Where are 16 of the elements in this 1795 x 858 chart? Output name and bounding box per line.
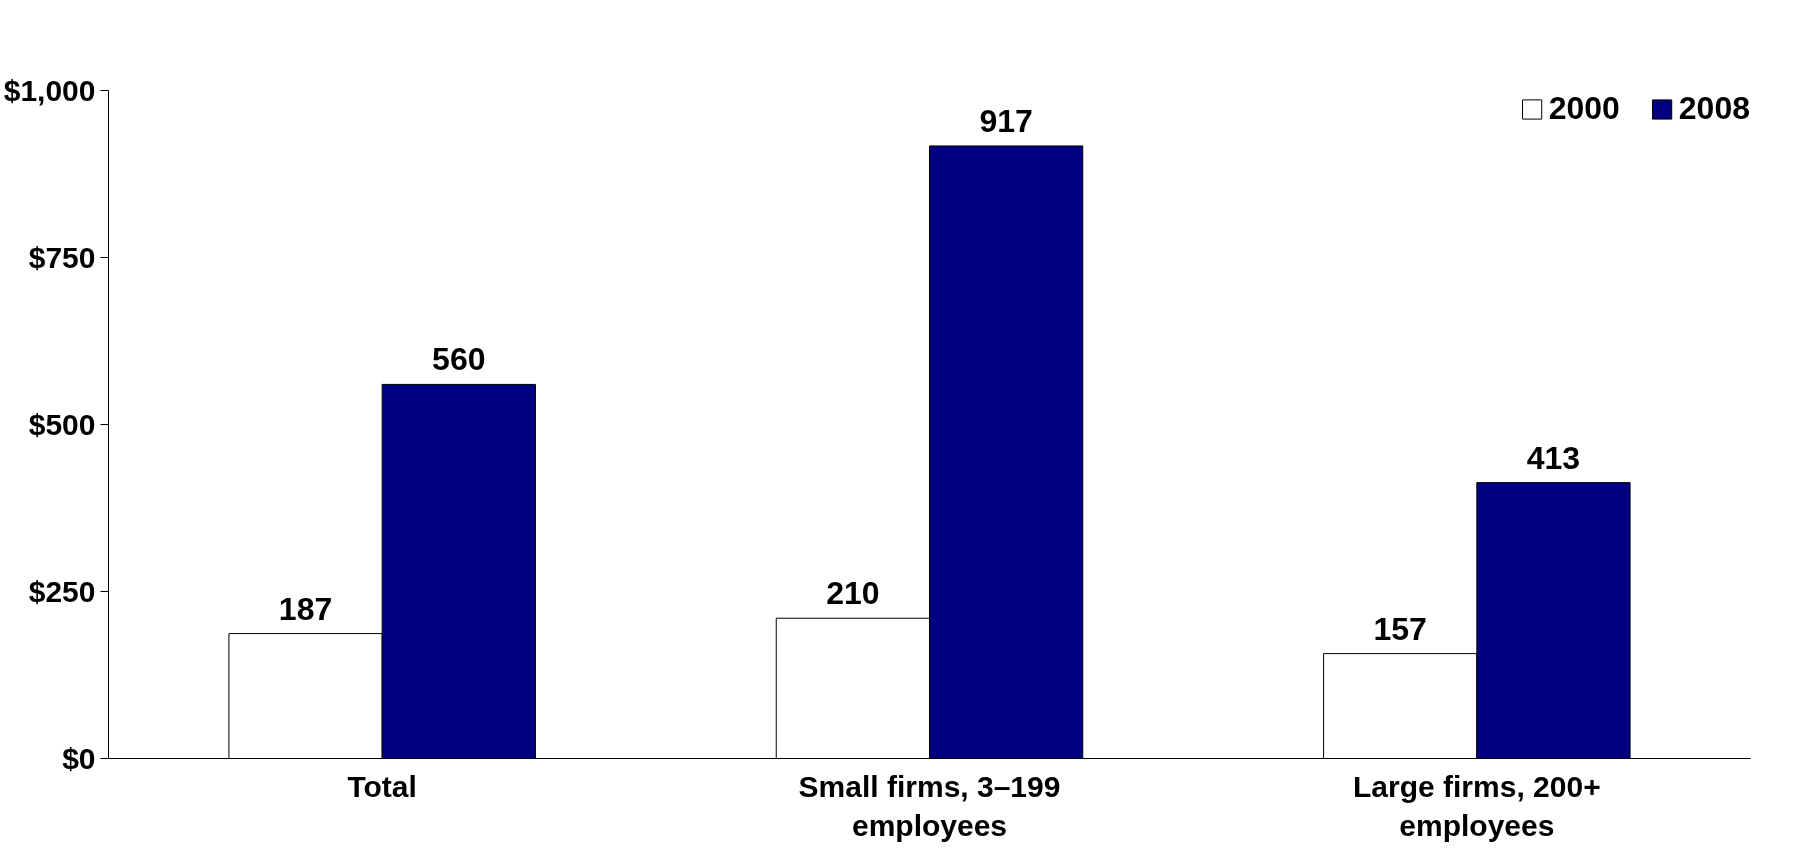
y-tick-label: $500 [28, 408, 96, 441]
data-label: 413 [1526, 439, 1581, 476]
data-label: 210 [826, 575, 880, 612]
y-tick-label: $250 [28, 575, 96, 608]
x-tick-label: Small firms, 3–199 employees [798, 769, 1061, 843]
x-tick-label: Large firms, 200+ employees [1353, 769, 1601, 843]
y-tick-label: $1,000 [3, 74, 96, 107]
data-label: 560 [432, 341, 486, 378]
y-tick-label: $750 [28, 241, 96, 274]
x-tick-label: Total [347, 769, 417, 803]
legend-label: 2000 [1548, 90, 1620, 127]
data-label: 157 [1373, 610, 1427, 647]
data-label: 917 [979, 102, 1033, 139]
data-label: 187 [278, 590, 333, 627]
y-tick-label: $0 [62, 742, 96, 775]
legend-label: 2008 [1678, 90, 1750, 127]
